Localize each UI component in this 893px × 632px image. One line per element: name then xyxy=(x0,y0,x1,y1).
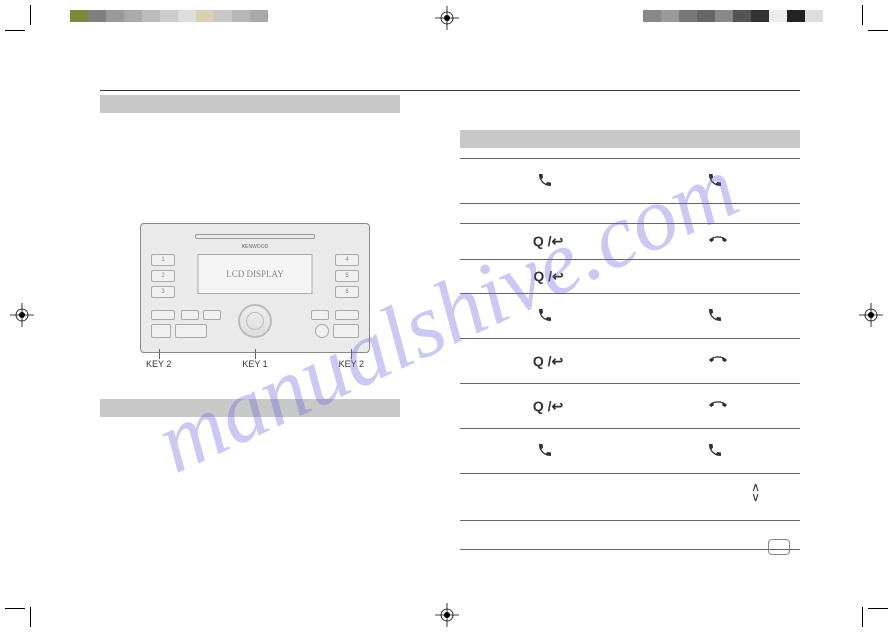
key-label-2-right: KEY 2 xyxy=(339,359,364,369)
right-column: Q /↩ Q /↩ Q /↩ Q /↩ ∧ ∨ xyxy=(460,130,800,550)
table-row: Q /↩ xyxy=(460,224,800,260)
car-stereo-body: KENWOOD LCD DISPLAY 1 2 3 4 5 6 xyxy=(140,223,370,353)
hangup-icon xyxy=(709,352,727,371)
next-button xyxy=(203,310,221,320)
table-row xyxy=(460,204,800,224)
preset-button-3: 3 xyxy=(151,286,175,298)
page-number-box xyxy=(768,539,790,555)
preset-button-1: 1 xyxy=(151,254,175,266)
preset-button-4: 4 xyxy=(335,254,359,266)
aux-jack xyxy=(315,324,329,338)
crop-mark xyxy=(30,607,31,627)
device-button xyxy=(151,310,175,320)
crop-mark xyxy=(5,30,25,31)
crop-mark xyxy=(868,608,888,609)
section-header-right xyxy=(460,130,800,148)
crop-mark xyxy=(5,608,25,609)
search-back-icon: Q /↩ xyxy=(533,233,563,250)
hangup-icon xyxy=(709,232,727,251)
preset-button-6: 6 xyxy=(335,286,359,298)
section-header-left xyxy=(100,95,400,113)
cd-slot xyxy=(195,234,315,239)
registration-mark-top xyxy=(435,6,459,30)
caret-down-icon: ∨ xyxy=(460,492,760,502)
key-labels-row: KEY 2 KEY 1 KEY 2 xyxy=(140,359,370,369)
table-row: Q /↩ xyxy=(460,260,800,294)
key-label-1: KEY 1 xyxy=(242,359,267,369)
registration-mark-right xyxy=(859,303,883,327)
divider xyxy=(460,520,800,521)
registration-mark-bottom xyxy=(435,603,459,627)
volume-knob xyxy=(238,304,272,338)
search-back-icon: Q /↩ xyxy=(533,398,563,415)
page-content: KENWOOD LCD DISPLAY 1 2 3 4 5 6 xyxy=(100,90,800,565)
phone-icon xyxy=(537,442,553,461)
top-divider xyxy=(100,90,800,91)
section-header-left-2 xyxy=(100,399,400,417)
phone-icon xyxy=(537,172,553,191)
table-row: Q /↩ xyxy=(460,339,800,384)
table-row xyxy=(460,429,800,474)
crop-mark xyxy=(862,5,863,25)
crop-mark xyxy=(30,5,31,25)
search-back-button xyxy=(335,310,359,320)
lcd-display: LCD DISPLAY xyxy=(198,254,313,294)
search-back-icon: Q /↩ xyxy=(533,353,563,370)
blank-icon xyxy=(711,269,727,285)
preset-button-2: 2 xyxy=(151,270,175,282)
crop-mark xyxy=(862,607,863,627)
print-colorbar-right xyxy=(643,10,823,22)
caret-up-icon: ∧ xyxy=(460,482,760,492)
hangup-icon xyxy=(709,397,727,416)
table-row xyxy=(460,294,800,339)
phone-icon xyxy=(707,172,723,191)
left-column: KENWOOD LCD DISPLAY 1 2 3 4 5 6 xyxy=(100,95,450,417)
search-back-icon: Q /↩ xyxy=(533,268,563,285)
phone-icon xyxy=(707,442,723,461)
preset-button-5: 5 xyxy=(335,270,359,282)
registration-mark-left xyxy=(10,303,34,327)
phone-icon xyxy=(707,307,723,326)
disp-button xyxy=(175,324,207,338)
divider xyxy=(460,549,800,550)
table-row: Q /↩ xyxy=(460,384,800,429)
aux-port xyxy=(333,324,359,338)
up-down-arrows: ∧ ∨ xyxy=(460,482,800,502)
eject-button xyxy=(151,324,171,338)
operations-table: Q /↩ Q /↩ Q /↩ Q /↩ xyxy=(460,159,800,474)
key-label-2-left: KEY 2 xyxy=(146,359,171,369)
prev-button xyxy=(181,310,199,320)
device-button xyxy=(311,310,329,320)
device-diagram: KENWOOD LCD DISPLAY 1 2 3 4 5 6 xyxy=(140,223,370,369)
phone-icon xyxy=(537,307,553,326)
print-colorbar-left xyxy=(70,10,268,22)
table-row xyxy=(460,159,800,204)
crop-mark xyxy=(868,30,888,31)
device-brand-label: KENWOOD xyxy=(242,244,268,250)
